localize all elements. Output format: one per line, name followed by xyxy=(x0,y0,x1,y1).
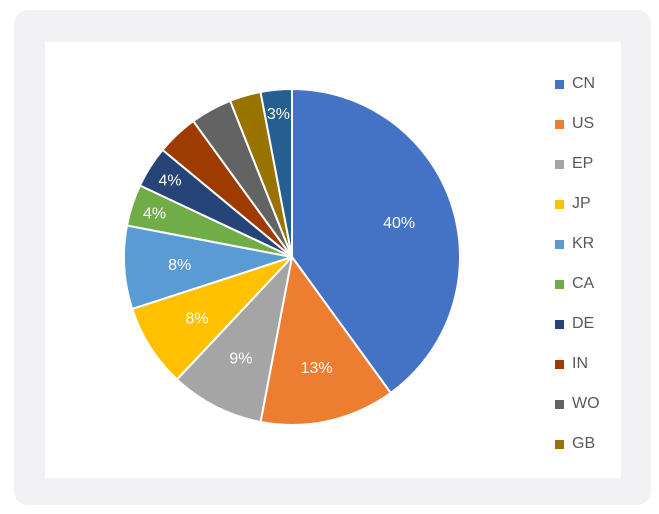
pie-label-ca: 4% xyxy=(143,205,166,222)
chart-legend: CN US EP JP KR CA DE IN WO GB xyxy=(555,64,625,464)
legend-swatch xyxy=(555,399,564,409)
legend-swatch xyxy=(555,119,564,129)
legend-swatch xyxy=(555,239,564,249)
legend-label: KR xyxy=(572,235,595,252)
legend-label: EP xyxy=(572,155,594,172)
pie-label-jp: 8% xyxy=(185,310,208,327)
legend-label: CN xyxy=(572,75,596,92)
legend-item-ep: EP xyxy=(555,144,625,184)
legend-item-jp: JP xyxy=(555,184,625,224)
pie-slice-slice-10 xyxy=(259,88,293,258)
legend-swatch xyxy=(555,439,564,449)
legend-swatch xyxy=(555,279,564,289)
legend-item-in: IN xyxy=(555,344,625,384)
pie-label-us: 13% xyxy=(301,360,333,377)
legend-item-de: DE xyxy=(555,304,625,344)
legend-item-wo: WO xyxy=(555,384,625,424)
legend-label: IN xyxy=(572,355,588,372)
legend-item-ca: CA xyxy=(555,264,625,304)
pie-label-ep: 9% xyxy=(229,350,252,367)
legend-item-gb: GB xyxy=(555,424,625,464)
legend-swatch xyxy=(555,199,564,209)
pie-label-slice-10: 3% xyxy=(267,106,290,123)
legend-label: JP xyxy=(572,195,591,212)
legend-label: GB xyxy=(572,435,596,452)
legend-item-us: US xyxy=(555,104,625,144)
legend-label: DE xyxy=(572,315,595,332)
legend-label: WO xyxy=(572,395,600,412)
legend-label: CA xyxy=(572,275,595,292)
pie-slice-cn xyxy=(291,88,461,394)
pie-label-kr: 8% xyxy=(168,257,191,274)
pie-slice-us xyxy=(259,256,392,426)
pie-slice-ep xyxy=(176,256,293,424)
legend-swatch xyxy=(555,359,564,369)
legend-swatch xyxy=(555,159,564,169)
pie-label-cn: 40% xyxy=(383,215,415,232)
legend-item-kr: KR xyxy=(555,224,625,264)
pie-label-de: 4% xyxy=(158,173,181,190)
legend-swatch xyxy=(555,79,564,89)
legend-swatch xyxy=(555,319,564,329)
legend-item-cn: CN xyxy=(555,64,625,104)
legend-label: US xyxy=(572,115,595,132)
